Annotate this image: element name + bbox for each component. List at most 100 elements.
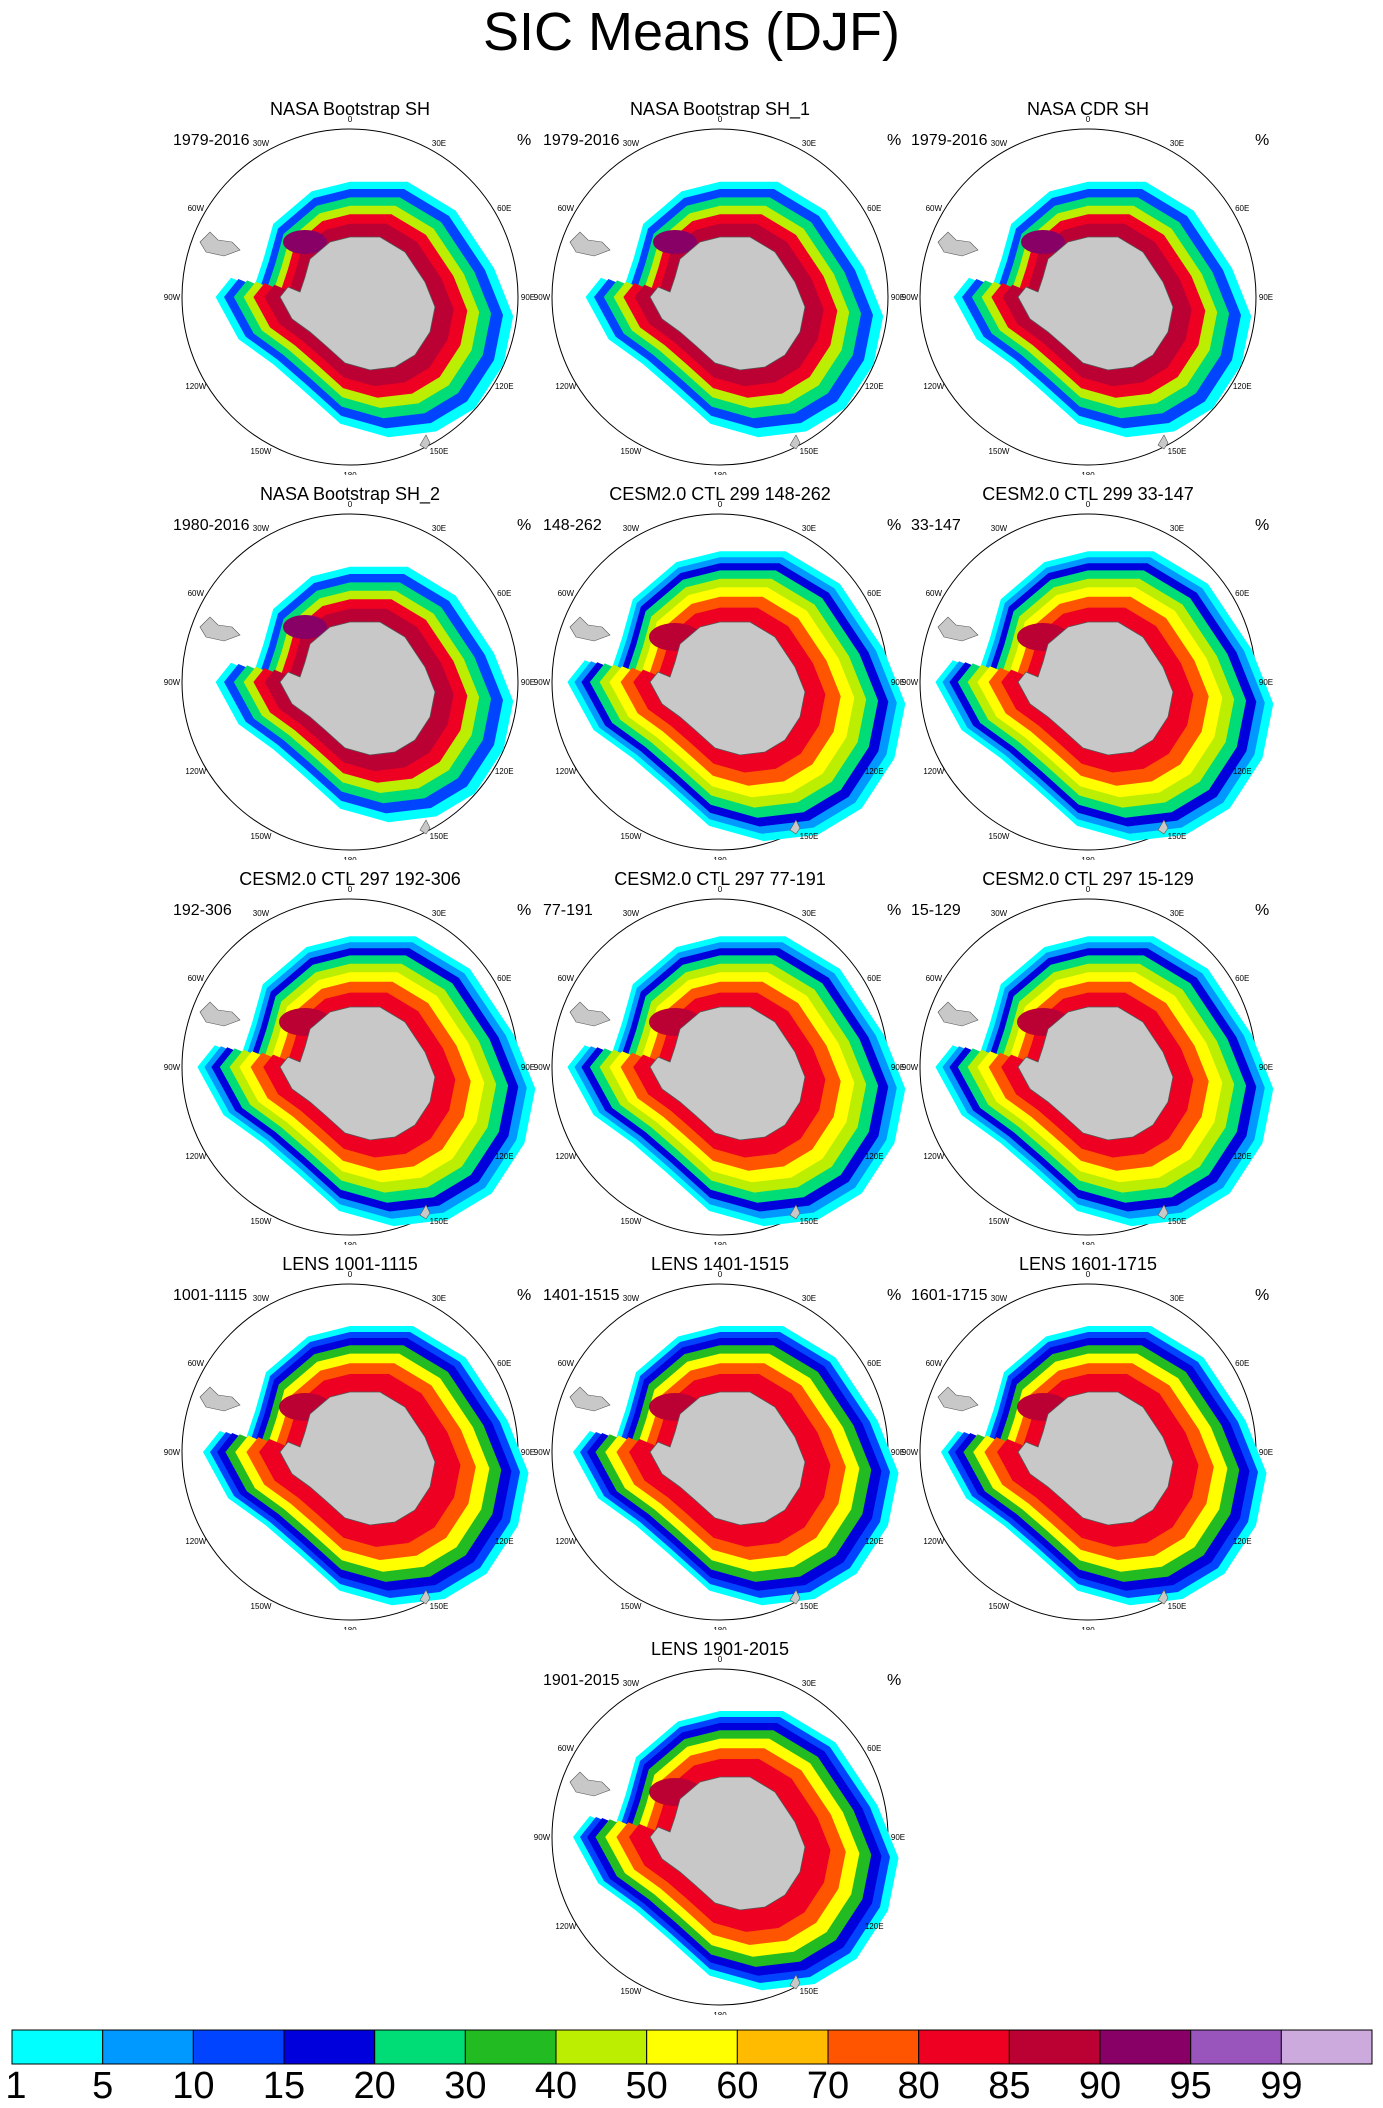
longitude-label: 90W (534, 1448, 551, 1457)
longitude-label: 120W (923, 382, 944, 391)
colorbar-swatch (827, 2029, 920, 2065)
longitude-label: 150E (430, 1602, 449, 1611)
colorbar-tick-label: 10 (172, 2065, 215, 2107)
longitude-label: 60W (558, 1359, 575, 1368)
longitude-label: 30W (623, 1679, 640, 1688)
new-zealand-island (1157, 434, 1169, 450)
longitude-label: 150E (800, 832, 819, 841)
longitude-label: 0 (348, 500, 353, 509)
units-label: % (887, 902, 901, 919)
longitude-label: 30E (802, 1679, 816, 1688)
longitude-label: 60E (497, 1359, 511, 1368)
new-zealand-island (1157, 819, 1169, 835)
colorbar-swatch (555, 2029, 648, 2065)
new-zealand-island (789, 1589, 801, 1605)
panel-period: 148-262 (543, 517, 602, 534)
longitude-label: 90E (891, 1063, 905, 1072)
longitude-label: 150W (251, 832, 272, 841)
longitude-label: 0 (1086, 115, 1091, 124)
longitude-label: 60W (558, 589, 575, 598)
longitude-label: 150W (621, 1217, 642, 1226)
longitude-label: 180 (343, 471, 357, 475)
antarctica-landmass (649, 1006, 806, 1141)
longitude-label: 150E (430, 1217, 449, 1226)
longitude-label: 180 (713, 1241, 727, 1245)
longitude-label: 60E (497, 204, 511, 213)
longitude-label: 60E (867, 974, 881, 983)
longitude-label: 60W (188, 204, 205, 213)
antarctica-landmass (279, 621, 436, 756)
colorbar-swatch (102, 2029, 194, 2065)
panel-period: 15-129 (911, 902, 961, 919)
longitude-label: 30W (253, 524, 270, 533)
longitude-label: 60E (867, 589, 881, 598)
panel-title: NASA CDR SH (1027, 99, 1149, 119)
units-label: % (887, 1287, 901, 1304)
antarctica-landmass (649, 1776, 806, 1911)
colorbar-tick-label: 15 (262, 2065, 306, 2107)
longitude-label: 150E (800, 1987, 819, 1996)
south-america-tip (937, 1001, 979, 1027)
longitude-label: 150W (621, 447, 642, 456)
longitude-label: 120E (1233, 1152, 1252, 1161)
longitude-label: 150E (430, 832, 449, 841)
longitude-label: 0 (718, 1270, 723, 1279)
longitude-label: 30E (432, 139, 446, 148)
longitude-label: 120E (865, 1922, 884, 1931)
longitude-label: 150W (989, 1602, 1010, 1611)
colorbar-swatch (1280, 2029, 1373, 2065)
weddell-sea-ice (653, 230, 697, 254)
colorbar-tick-label: 60 (716, 2065, 759, 2107)
polar-map: CESM2.0 CTL 299 148-262 148-262 % 0 30E 60E 90… (534, 484, 906, 860)
longitude-label: 60E (1235, 589, 1249, 598)
colorbar-tick-label: 40 (534, 2065, 578, 2107)
south-america-tip (199, 231, 241, 257)
polar-map: LENS 1401-1515 1401-1515 % 0 30E 60E 90E 120E 15… (534, 1254, 905, 1630)
south-america-tip (569, 616, 611, 642)
map-panel: CESM2.0 CTL 297 15-129 15-129% 0 30E 60E 90E 1… (893, 865, 1283, 1245)
panel-title: NASA Bootstrap SH (270, 99, 430, 119)
longitude-label: 30E (432, 909, 446, 918)
longitude-label: 150E (430, 447, 449, 456)
colorbar-swatch (283, 2029, 376, 2065)
map-panel: CESM2.0 CTL 299 33-147 33-147% 0 30E 60E 90E 1… (893, 480, 1283, 860)
longitude-label: 120W (185, 382, 206, 391)
longitude-label: 120W (185, 1152, 206, 1161)
longitude-label: 90E (1259, 1063, 1273, 1072)
south-america-tip (199, 616, 241, 642)
new-zealand-island (1157, 1589, 1169, 1605)
polar-map: CESM2.0 CTL 297 77-191 77-191 % 0 30E 60E 90E 1… (534, 869, 906, 1245)
units-label: % (517, 1287, 531, 1304)
panel-title: CESM2.0 CTL 299 148-262 (609, 484, 830, 504)
longitude-label: 90E (891, 1448, 905, 1457)
longitude-label: 90W (534, 1063, 551, 1072)
colorbar-swatch (1008, 2029, 1101, 2065)
longitude-label: 150E (800, 1217, 819, 1226)
units-label: % (887, 132, 901, 149)
longitude-label: 60E (497, 974, 511, 983)
longitude-label: 180 (1081, 856, 1095, 860)
polar-map: CESM2.0 CTL 297 15-129 15-129 % 0 30E 60E 90E 1… (902, 869, 1274, 1245)
longitude-label: 30W (623, 1294, 640, 1303)
longitude-label: 30E (802, 139, 816, 148)
longitude-label: 90W (902, 293, 919, 302)
panel-title: CESM2.0 CTL 299 33-147 (982, 484, 1193, 504)
longitude-label: 60W (926, 204, 943, 213)
longitude-label: 120W (923, 1152, 944, 1161)
longitude-label: 90E (521, 1063, 535, 1072)
longitude-label: 180 (1081, 1626, 1095, 1630)
antarctica-landmass (649, 621, 806, 756)
longitude-label: 90W (534, 293, 551, 302)
longitude-label: 180 (343, 1241, 357, 1245)
panel-title: LENS 1901-2015 (651, 1639, 789, 1659)
longitude-label: 180 (343, 1626, 357, 1630)
colorbar-tick-label: 5 (92, 2065, 114, 2107)
colorbar-tick-label: 70 (806, 2065, 850, 2107)
colorbar-swatch (918, 2029, 1010, 2065)
units-label: % (887, 517, 901, 534)
polar-map: LENS 1901-2015 1901-2015 % 0 30E 60E 90E 120E 15… (534, 1639, 905, 2015)
map-panel: LENS 1001-1115 1001-1115% 0 30E 60E 90E 120E 15… (155, 1250, 545, 1630)
colorbar-swatch (464, 2029, 557, 2065)
longitude-label: 0 (1086, 1270, 1091, 1279)
colorbar-swatch (646, 2029, 738, 2065)
